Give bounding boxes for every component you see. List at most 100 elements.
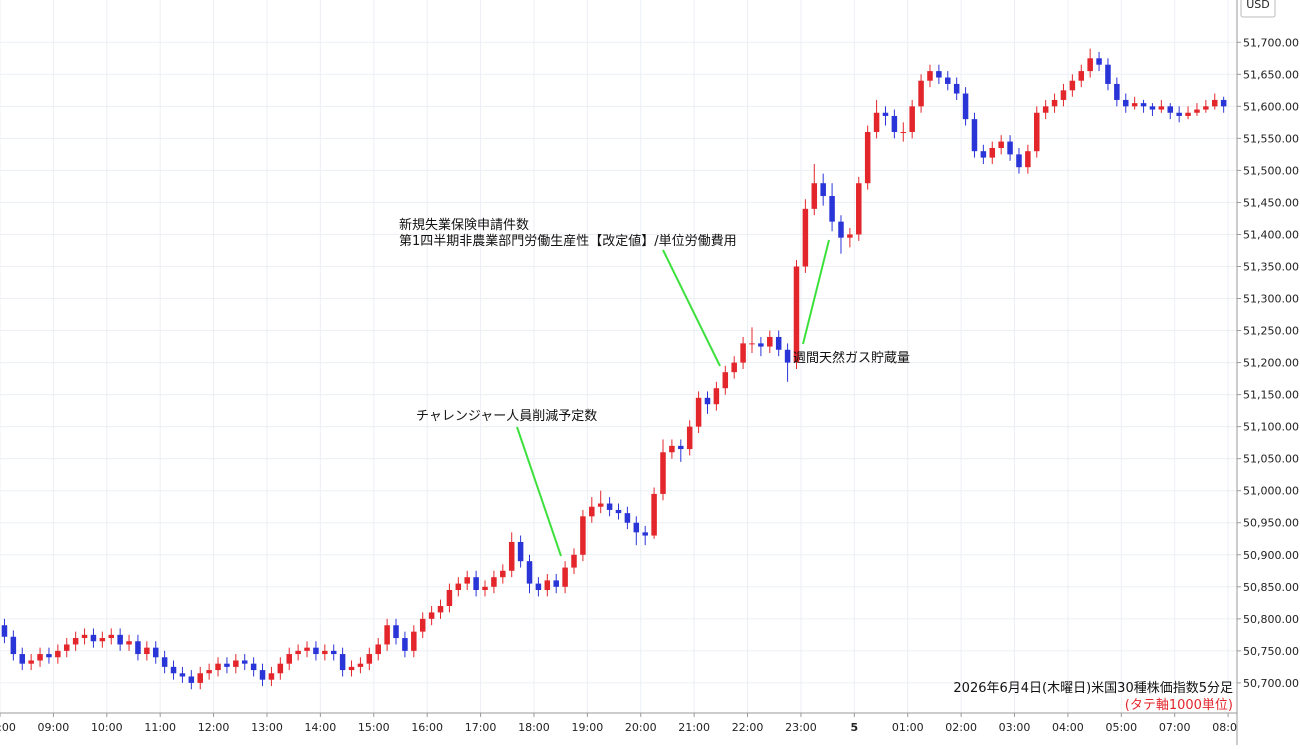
candle-body (508, 541, 515, 571)
candle-body (90, 634, 97, 642)
candle-body (936, 71, 942, 78)
currency-box (1240, 0, 1276, 18)
candle-body (1069, 80, 1076, 91)
candle-body (304, 647, 310, 651)
candle-body (731, 362, 737, 373)
x-tick-label: 04:00 (1052, 721, 1084, 734)
x-tick-label: 12:00 (198, 721, 230, 734)
x-tick-labels: 08:00 09:00 10:00 11:00 12:00 13:00 14:00 15:00… (0, 713, 1244, 734)
candle-body (473, 577, 479, 591)
candle-body (1060, 90, 1067, 100)
candle-body (500, 570, 506, 578)
x-tick-label: 13:00 (251, 721, 283, 734)
candle-body (10, 636, 17, 655)
candle-body (678, 445, 684, 450)
candle-body (259, 670, 266, 680)
candle-body (366, 654, 373, 664)
candle-body (126, 641, 132, 645)
x-tick-label: 18:00 (518, 721, 550, 734)
footnote: 2026年6月4日(木曜日)米国30種株価指数5分足 (953, 680, 1233, 696)
candle-body (295, 650, 301, 655)
x-tick-label: 5 (851, 721, 859, 734)
x-tick-label: 05:00 (1105, 721, 1137, 734)
candle-body (491, 577, 497, 587)
candle-body (882, 112, 889, 116)
candle-body (553, 580, 559, 587)
candle-body (660, 452, 666, 494)
candle-body (998, 141, 1004, 148)
candle-body (1211, 99, 1218, 107)
candle-body (713, 388, 720, 405)
candle-body (81, 634, 88, 639)
candle-body (1194, 109, 1200, 113)
y-tick-label: 51,200.00 (1243, 357, 1299, 370)
candle-body (864, 131, 871, 184)
y-tick-label: 50,750.00 (1243, 645, 1299, 658)
candle-body (686, 426, 693, 450)
candle-body (847, 234, 853, 238)
candle-body (144, 647, 150, 655)
x-tick-label: 17:00 (465, 721, 497, 734)
candle-body (749, 343, 755, 345)
y-tick-label: 51,700.00 (1243, 36, 1299, 49)
candle-body (28, 660, 34, 664)
candle-body (357, 663, 364, 667)
candle-body (669, 445, 675, 453)
candle-body (135, 641, 141, 655)
y-tick-label: 51,250.00 (1243, 325, 1299, 338)
x-tick-label: 02:00 (945, 721, 977, 734)
candle-body (384, 625, 390, 645)
x-tick-label: 21:00 (678, 721, 710, 734)
candle-body (206, 670, 212, 674)
candle-body (1042, 106, 1049, 113)
candle-body (1158, 106, 1165, 110)
annotation: 新規失業保険申請件数 (399, 217, 529, 233)
x-tick-label: 10:00 (91, 721, 123, 734)
x-tick-label: 22:00 (732, 721, 764, 734)
y-tick-label: 51,650.00 (1243, 68, 1299, 81)
candle-body (802, 208, 809, 267)
candle-body (268, 673, 275, 680)
candle-body (117, 634, 123, 645)
candle-body (437, 606, 444, 613)
candle-body (197, 673, 203, 683)
candle-body (419, 618, 426, 632)
y-tick-label: 51,150.00 (1243, 389, 1299, 402)
annotation: 週間天然ガス貯蔵量 (793, 350, 910, 366)
candle-body (1016, 154, 1022, 168)
candle-body (580, 516, 586, 555)
candle-body (330, 650, 337, 655)
candle-body (179, 673, 186, 677)
candle-body (250, 663, 257, 671)
candle-body (1176, 112, 1182, 116)
x-tick-label: 07:00 (1159, 721, 1191, 734)
candle-body (820, 183, 826, 197)
candle-body (1034, 112, 1040, 152)
y-tick-label: 51,550.00 (1243, 132, 1299, 145)
candle-body (517, 541, 524, 562)
y-tick-label: 51,050.00 (1243, 453, 1299, 466)
candle-body (19, 654, 26, 664)
candle-body (775, 336, 782, 350)
x-tick-label: 19:00 (572, 721, 604, 734)
x-tick-label: 23:00 (785, 721, 817, 734)
y-tick-label: 50,900.00 (1243, 549, 1299, 562)
annotation: 第1四半期非農業部門労働生産性【改定値】/単位労働費用 (399, 233, 737, 249)
candle-body (1078, 71, 1085, 81)
candle-body (1, 625, 8, 637)
footnote-unit: (タテ軸1000単位) (1125, 697, 1233, 713)
candle-body (544, 580, 551, 591)
x-tick-label: 03:00 (999, 721, 1031, 734)
candle-body (411, 631, 417, 651)
candle-body (980, 151, 987, 158)
candle-body (526, 561, 533, 584)
x-tick-label: 15:00 (358, 721, 390, 734)
x-tick-label: 08:00 (1212, 721, 1244, 734)
y-tick-labels: 50,700.00 50,750.00 50,800.00 50,850.00 50,9… (1237, 36, 1299, 690)
candle-body (1131, 103, 1138, 107)
candle-body (704, 397, 711, 405)
candle-body (428, 612, 435, 619)
candle-body (953, 83, 960, 94)
candle-body (900, 131, 907, 133)
candle-body (1096, 58, 1102, 65)
